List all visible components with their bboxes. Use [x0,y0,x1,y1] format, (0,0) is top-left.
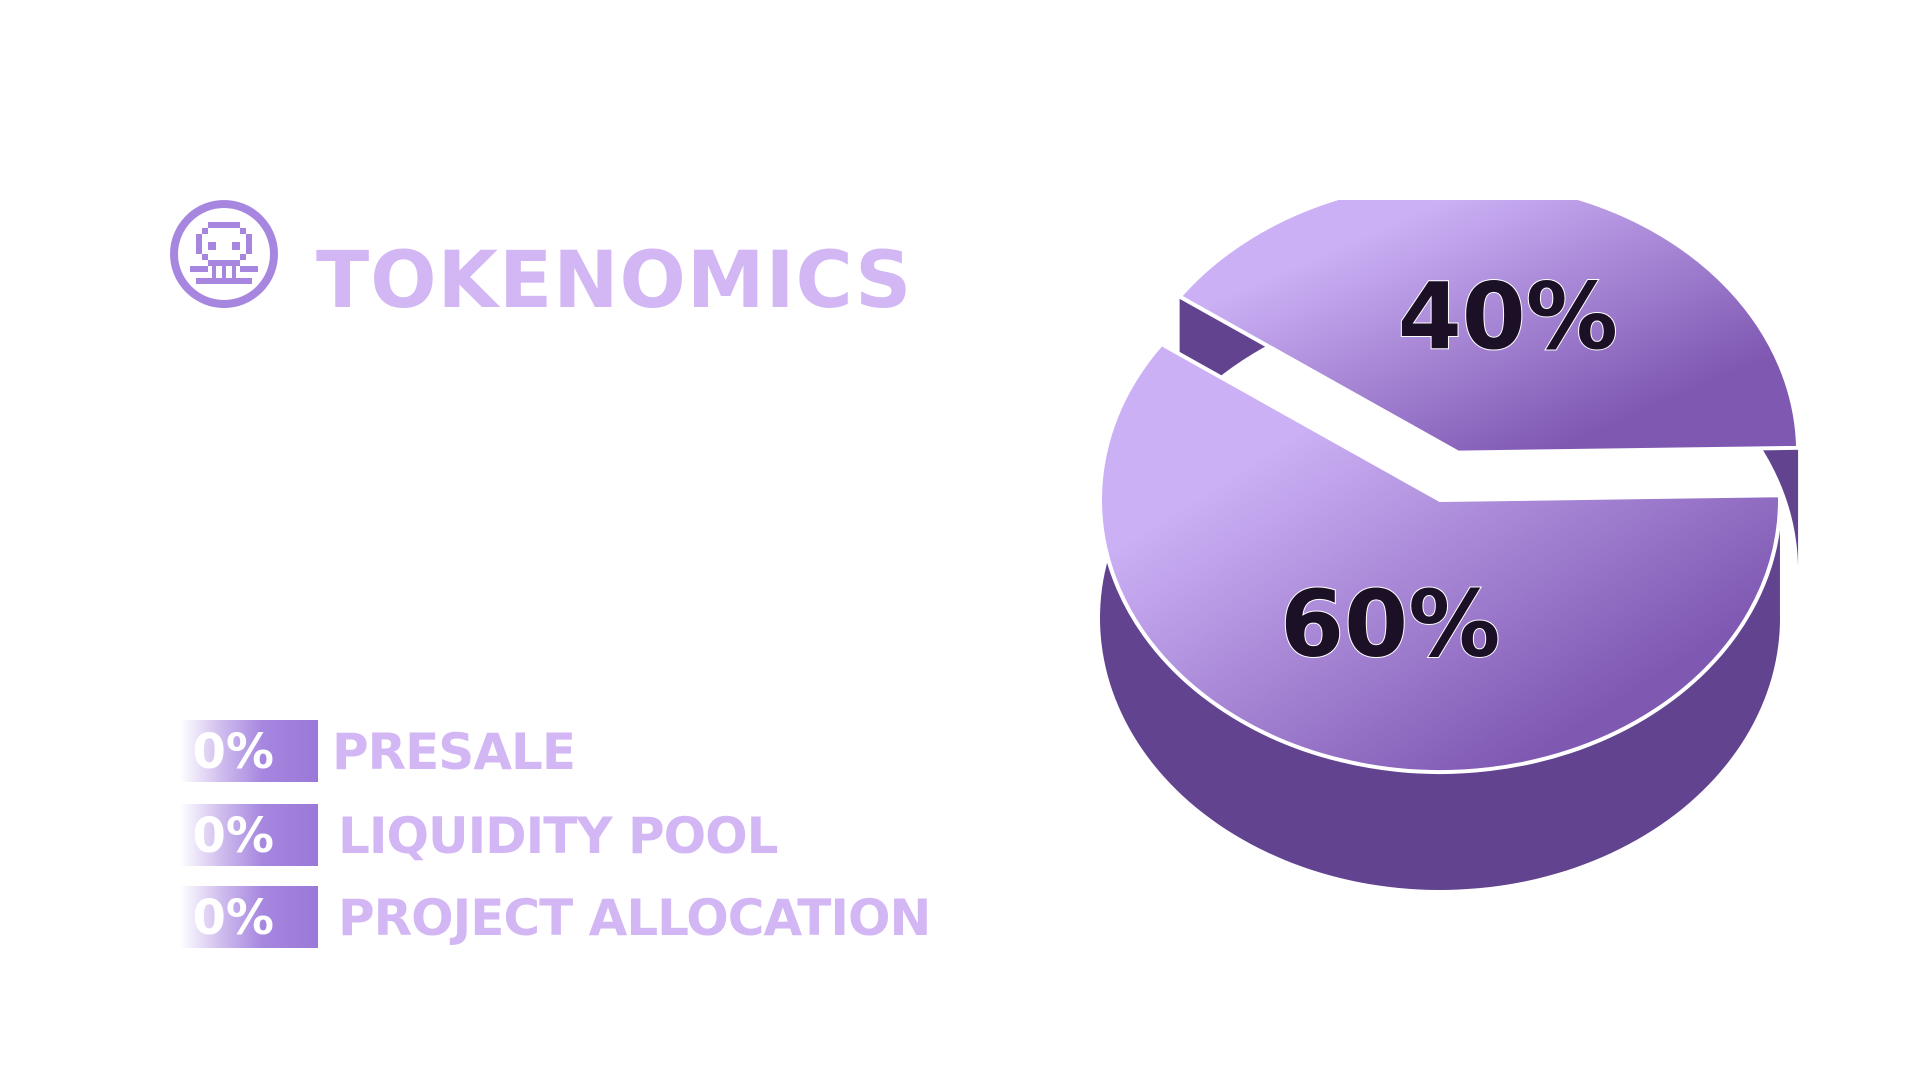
legend-item-presale: 0% PRESALE [180,720,1080,782]
legend-percent: 0% [192,724,275,780]
pie-slice-1 [1098,341,1782,774]
legend-percent: 0% [192,808,275,864]
legend-percent-box: 0% [180,720,318,782]
legend-percent-box: 0% [180,804,318,866]
pixel-skull-icon [170,200,278,308]
legend-percent: 0% [192,890,275,946]
pie-slice-0 [1176,200,1801,455]
legend-label: PRESALE [332,723,576,781]
pie-chart-svg: 40% 60% [1098,200,1801,891]
pie-slice-label-0: 40% [1398,263,1618,370]
page-title: TOKENOMICS [316,236,913,326]
legend-label: LIQUIDITY POOL [338,807,779,865]
pie-chart: 40% 60% [1040,200,1840,920]
pie-slice-label-1: 60% [1280,570,1500,677]
legend-item-liquidity-pool: 0% LIQUIDITY POOL [180,804,1080,866]
legend-item-project-allocation: 0% PROJECT ALLOCATION [180,886,1080,948]
legend-label: PROJECT ALLOCATION [338,889,931,947]
legend-percent-box: 0% [180,886,318,948]
